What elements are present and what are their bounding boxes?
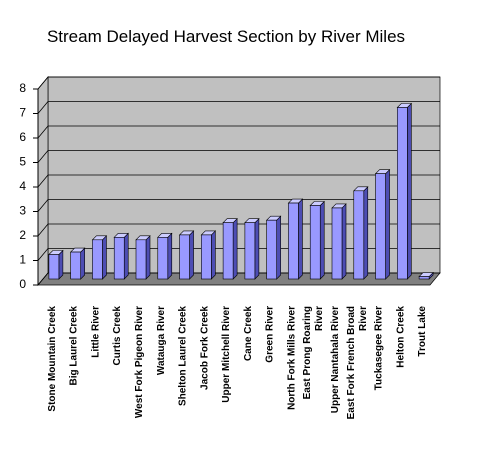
grid-line [37, 174, 440, 188]
bar-side [407, 102, 412, 280]
x-tick-label: Helton Creek [395, 306, 406, 368]
x-tick-label: Watauga River [156, 306, 167, 375]
y-tick-label: 5 [19, 155, 26, 169]
bar [48, 249, 64, 280]
bar-side [232, 217, 238, 280]
bar-front [48, 254, 60, 280]
bar [69, 247, 86, 280]
bar-front [70, 251, 81, 280]
grid-line [37, 76, 440, 90]
bar-front [201, 234, 212, 280]
bar-side [298, 198, 303, 280]
bar-front [157, 237, 169, 280]
bar-front [222, 222, 234, 280]
bar-front [288, 202, 299, 280]
bar-side [363, 186, 369, 280]
bar-front [397, 107, 408, 280]
x-tick-label: Tuckasegee River [374, 306, 385, 390]
y-tick-label: 1 [19, 253, 26, 267]
x-tick-label: Big Laurel Creek [69, 306, 80, 386]
x-tick-label: East Fork French BroadRiver [346, 306, 369, 419]
x-tick-label: Little River [90, 306, 101, 358]
grid-line [37, 125, 440, 139]
grid-line [37, 272, 440, 286]
y-tick-label: 6 [19, 130, 26, 144]
bar [178, 230, 195, 280]
bar-side [58, 249, 64, 280]
bar-front [113, 237, 125, 280]
grid-line [37, 199, 440, 212]
bar [331, 203, 347, 280]
bar [287, 198, 304, 280]
x-tick-label: Jacob Fork Creek [199, 306, 210, 390]
x-tick-label: North Fork Mills River [286, 306, 297, 410]
bar-front [418, 276, 430, 280]
grid-line [37, 150, 440, 163]
bar-front [353, 190, 365, 280]
x-tick-label: West Fork Pigeon River [134, 306, 145, 418]
bar-side [385, 168, 390, 280]
bar-front [309, 205, 321, 280]
bar-front [266, 219, 277, 280]
bar [222, 217, 238, 280]
x-tick-label: Shelton Laurel Creek [178, 306, 189, 406]
bar-side [145, 235, 151, 280]
bar [265, 215, 282, 280]
y-tick-label: 2 [19, 228, 26, 242]
bar-side [254, 217, 260, 280]
y-tick-label: 7 [19, 106, 26, 120]
bar-side [319, 200, 325, 280]
y-tick-label: 0 [19, 277, 26, 291]
y-tick-label: 4 [19, 179, 26, 193]
grid-line [37, 223, 440, 237]
bar [396, 102, 413, 280]
bar-side [167, 232, 173, 280]
y-tick-label: 3 [19, 204, 26, 218]
bar [135, 235, 151, 280]
bar-front [179, 234, 190, 280]
bar-side [123, 232, 129, 280]
chart-title: Stream Delayed Harvest Section by River … [47, 27, 405, 46]
x-tick-label: Cane Creek [243, 306, 254, 361]
grid-line [37, 101, 440, 114]
bar-side [341, 203, 347, 280]
bar-front [375, 173, 386, 280]
bar-side [189, 230, 194, 280]
bar [157, 232, 173, 280]
x-tick-label: Stone Mountain Creek [47, 306, 58, 412]
bar [374, 168, 391, 280]
bar [91, 235, 108, 280]
bar-side [211, 230, 216, 280]
bar-side [276, 215, 281, 280]
x-tick-label: Curtis Creek [112, 306, 123, 366]
x-tick-label: Upper Mitchell River [221, 306, 232, 403]
grid-line [37, 248, 440, 261]
bar [200, 230, 217, 280]
bar-side [80, 247, 85, 280]
bar-front [135, 239, 147, 280]
x-tick-label: Trout Lake [417, 306, 428, 357]
y-tick-label: 8 [19, 81, 26, 95]
bar [309, 200, 325, 280]
bar [353, 186, 369, 280]
bar [244, 217, 260, 280]
x-tick-label: East Prong RoaringRiver [302, 306, 325, 399]
x-tick-label: Green River [265, 306, 276, 363]
bar-front [92, 239, 103, 280]
bar [113, 232, 129, 280]
bar-side [102, 235, 107, 280]
bar-front [331, 207, 343, 280]
bar [418, 271, 434, 280]
bar-front [244, 222, 256, 280]
x-tick-label: Upper Nantahala River [330, 306, 341, 413]
